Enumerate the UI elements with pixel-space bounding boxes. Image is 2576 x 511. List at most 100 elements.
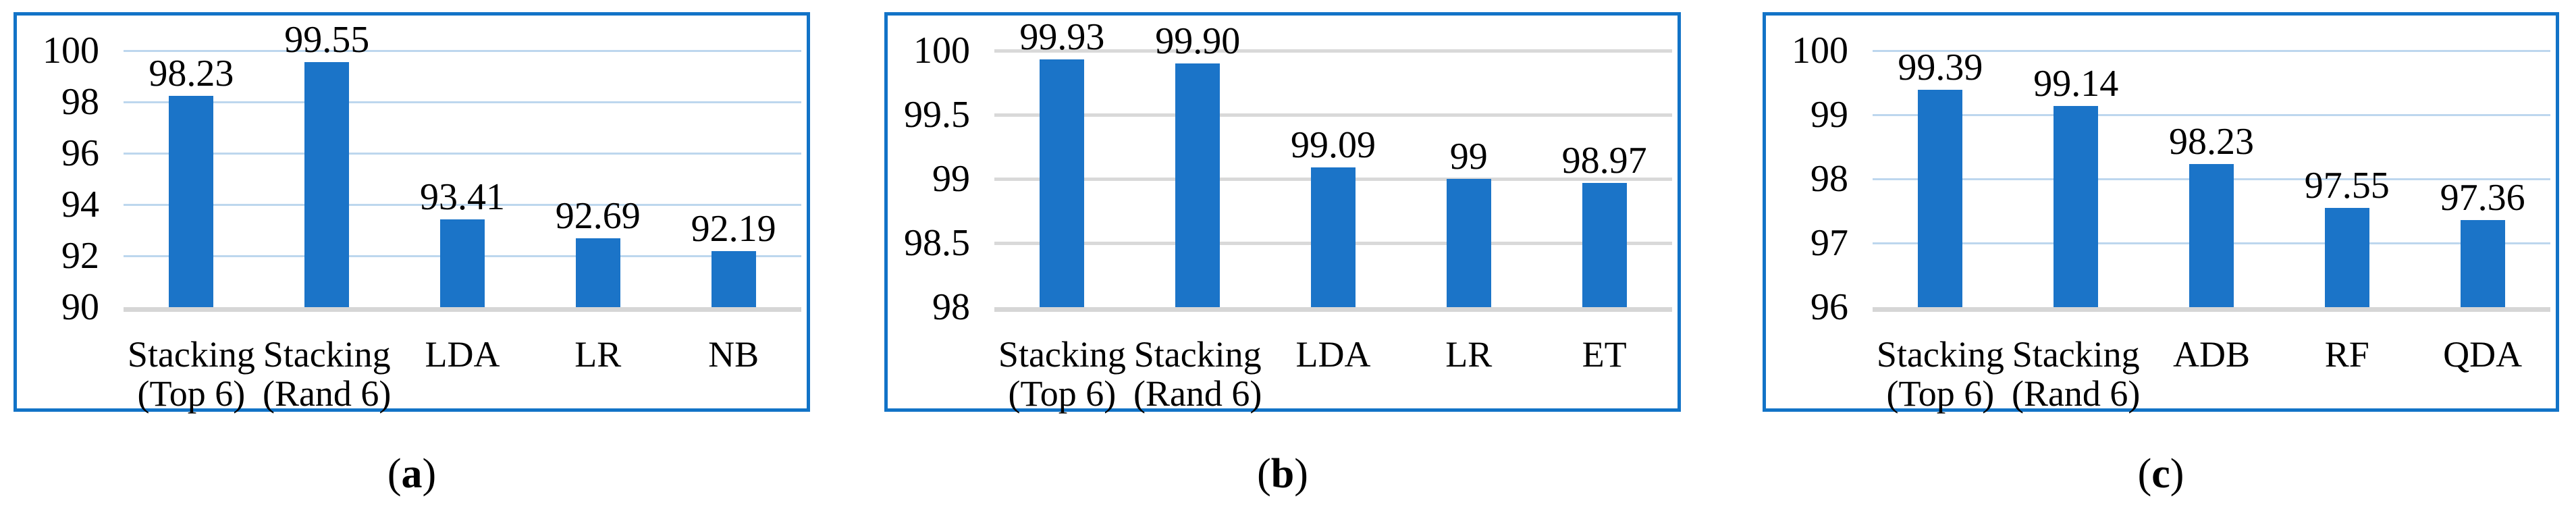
category-label-line: Stacking [263,334,391,375]
category-label-line: (Top 6) [1886,373,1995,414]
category-label: LR [530,335,666,374]
caption-paren-close: ) [2170,451,2184,497]
bar [711,250,756,307]
category-label-line: ADB [2172,334,2250,375]
bar [440,219,485,307]
category-label: Stacking (Top 6) [994,335,1130,413]
bar [575,238,620,307]
bar-value-label: 98.23 [2169,121,2254,163]
category-label: Stacking (Top 6) [1873,335,2008,413]
bar-value-label: 99.93 [1019,16,1105,59]
category-label: Stacking (Top 6) [124,335,259,413]
category-label-line: Stacking [127,334,255,375]
y-tick-label: 94 [61,184,99,225]
category-label-line: LR [1445,334,1493,375]
bar [1040,59,1085,307]
x-axis-baseline [1873,307,2550,312]
chart-panel-a: 100 98 96 94 92 90 98.23 Stacking (Top 6) 99.55 St… [14,12,810,413]
caption-letter: b [1270,451,1295,497]
category-label-line: (Top 6) [1008,373,1117,414]
bar-value-label: 92.19 [691,207,776,250]
bar [1311,167,1356,307]
category-label-line: Stacking [1876,334,2004,375]
y-tick-label: 99 [932,158,970,200]
bar-value-label: 97.55 [2304,164,2390,207]
category-label-line: Stacking [2012,334,2140,375]
category-label-line: (Top 6) [137,373,246,414]
figure-caption-b: (b) [884,442,1681,506]
bar [2324,207,2369,307]
bar-value-label: 98.23 [149,53,234,95]
category-label: Stacking (Rand 6) [2008,335,2144,413]
category-label-line: (Rand 6) [262,373,392,414]
y-gridline [124,203,801,206]
category-label-line: QDA [2443,334,2523,375]
caption-paren-close: ) [422,451,437,497]
figure-caption-a: (a) [14,442,810,506]
x-axis-baseline [994,307,1672,312]
caption-paren-open: ( [387,451,402,497]
category-label: RF [2279,335,2415,374]
y-tick-label: 99 [1810,94,1848,136]
y-tick-label: 96 [61,132,99,174]
bar [1582,182,1627,307]
bar [169,96,214,307]
category-label-line: RF [2324,334,2369,375]
bar [2460,219,2505,307]
chart-panel-b: 100 99.5 99 98.5 98 99.93 Stacking (Top 6) 99.90… [884,12,1681,413]
category-label: QDA [2415,335,2550,374]
y-tick-label: 100 [1792,30,1848,72]
y-gridline [124,152,801,155]
y-tick-label: 98 [61,81,99,123]
category-label: ADB [2144,335,2280,374]
category-label-line: NB [708,334,759,375]
category-label: NB [666,335,801,374]
bar-value-label: 99 [1449,136,1488,178]
category-label: Stacking (Rand 6) [259,335,395,413]
y-gridline [124,49,801,52]
y-tick-label: 100 [913,30,970,72]
category-label-line: Stacking [1133,334,1262,375]
y-gridline [124,101,801,103]
bar-value-label: 99.90 [1155,20,1241,62]
y-tick-label: 90 [61,286,99,328]
category-label: LDA [1266,335,1401,374]
bar-value-label: 99.09 [1291,124,1376,166]
y-gridline [1873,113,2550,116]
y-tick-label: 96 [1810,286,1848,328]
bar [2189,164,2234,307]
category-label: LR [1401,335,1536,374]
bar [1446,179,1491,307]
category-label: Stacking (Rand 6) [1130,335,1266,413]
y-gridline [994,113,1672,117]
bar-value-label: 99.55 [284,19,370,61]
figure-caption-c: (c) [1763,442,2559,506]
bar-value-label: 99.14 [2033,62,2119,105]
y-tick-label: 92 [61,235,99,277]
bar [1175,63,1220,307]
chart-panel-c: 100 99 98 97 96 99.39 Stacking (Top 6) 99.14 Stac… [1763,12,2559,413]
bar-value-label: 98.97 [1561,139,1647,182]
category-label-line: ET [1582,334,1627,375]
bar [2054,105,2099,307]
y-gridline [994,49,1672,53]
y-tick-label: 98 [1810,158,1848,200]
y-tick-label: 98 [932,286,970,328]
y-gridline [1873,49,2550,52]
category-label-line: (Rand 6) [2011,373,2141,414]
y-tick-label: 99.5 [904,94,970,136]
caption-paren-close: ) [1294,451,1308,497]
bar [1918,89,1963,307]
caption-letter: a [401,451,423,497]
category-label-line: LDA [425,334,500,375]
bar-value-label: 93.41 [420,176,505,219]
y-tick-label: 98.5 [904,222,970,264]
x-axis-baseline [124,307,801,312]
caption-paren-open: ( [2137,451,2152,497]
y-tick-label: 100 [43,30,99,72]
bar [304,62,350,307]
caption-letter: c [2151,451,2170,497]
bar-value-label: 92.69 [555,194,641,237]
category-label: ET [1536,335,1672,374]
category-label-line: LR [574,334,622,375]
